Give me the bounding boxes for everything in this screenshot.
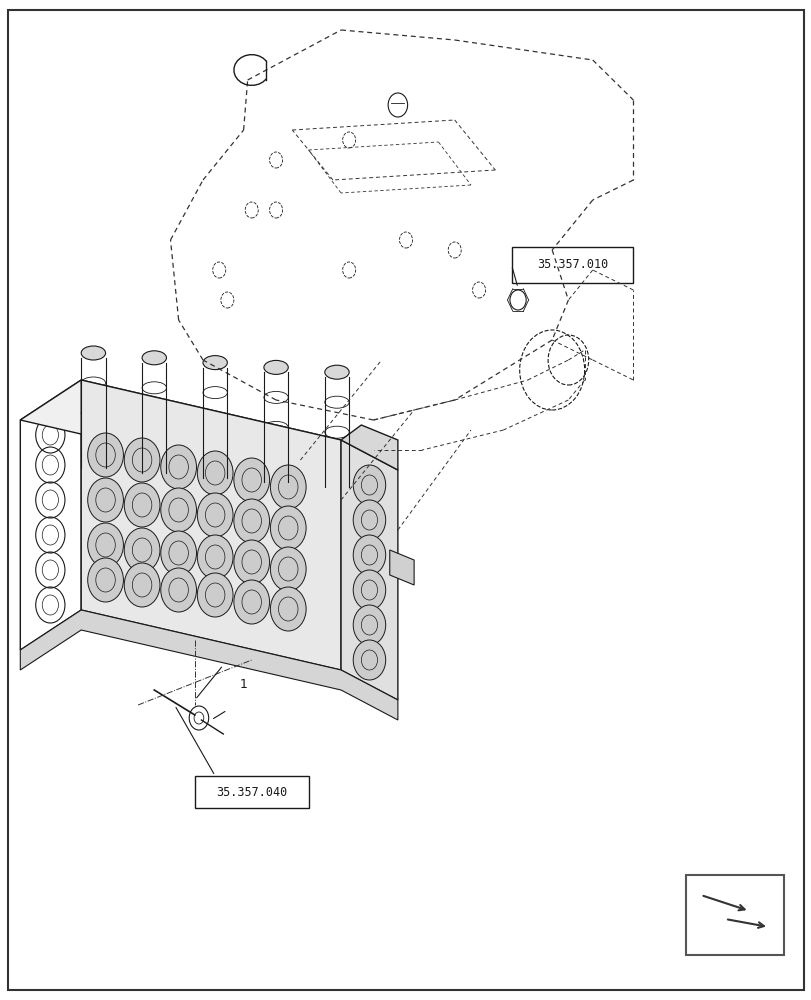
Text: 35.357.040: 35.357.040 [216, 786, 287, 798]
Polygon shape [81, 380, 341, 670]
Circle shape [88, 433, 123, 477]
Circle shape [353, 605, 385, 645]
Circle shape [88, 523, 123, 567]
Circle shape [353, 570, 385, 610]
Circle shape [124, 563, 160, 607]
Circle shape [234, 580, 269, 624]
Circle shape [197, 493, 233, 537]
Circle shape [270, 506, 306, 550]
FancyBboxPatch shape [195, 776, 308, 808]
Polygon shape [341, 440, 397, 700]
Circle shape [353, 465, 385, 505]
Circle shape [88, 478, 123, 522]
Circle shape [161, 488, 196, 532]
Circle shape [197, 535, 233, 579]
Circle shape [161, 568, 196, 612]
Ellipse shape [81, 346, 105, 360]
Polygon shape [20, 610, 397, 720]
Ellipse shape [142, 351, 166, 365]
Circle shape [124, 528, 160, 572]
Ellipse shape [203, 356, 227, 370]
Text: 35.357.010: 35.357.010 [536, 258, 607, 271]
Polygon shape [341, 425, 397, 470]
Circle shape [353, 535, 385, 575]
Circle shape [197, 573, 233, 617]
Circle shape [234, 458, 269, 502]
Circle shape [270, 465, 306, 509]
Ellipse shape [264, 360, 288, 374]
Circle shape [353, 640, 385, 680]
Polygon shape [389, 550, 414, 585]
Text: 1: 1 [239, 678, 247, 692]
Circle shape [124, 483, 160, 527]
Circle shape [353, 500, 385, 540]
Polygon shape [20, 380, 341, 480]
Circle shape [88, 558, 123, 602]
Circle shape [234, 499, 269, 543]
Circle shape [270, 547, 306, 591]
Circle shape [161, 445, 196, 489]
Circle shape [124, 438, 160, 482]
Circle shape [197, 451, 233, 495]
Circle shape [161, 531, 196, 575]
Ellipse shape [324, 365, 349, 379]
Circle shape [234, 540, 269, 584]
Circle shape [270, 587, 306, 631]
FancyBboxPatch shape [685, 875, 783, 955]
FancyBboxPatch shape [511, 247, 633, 283]
